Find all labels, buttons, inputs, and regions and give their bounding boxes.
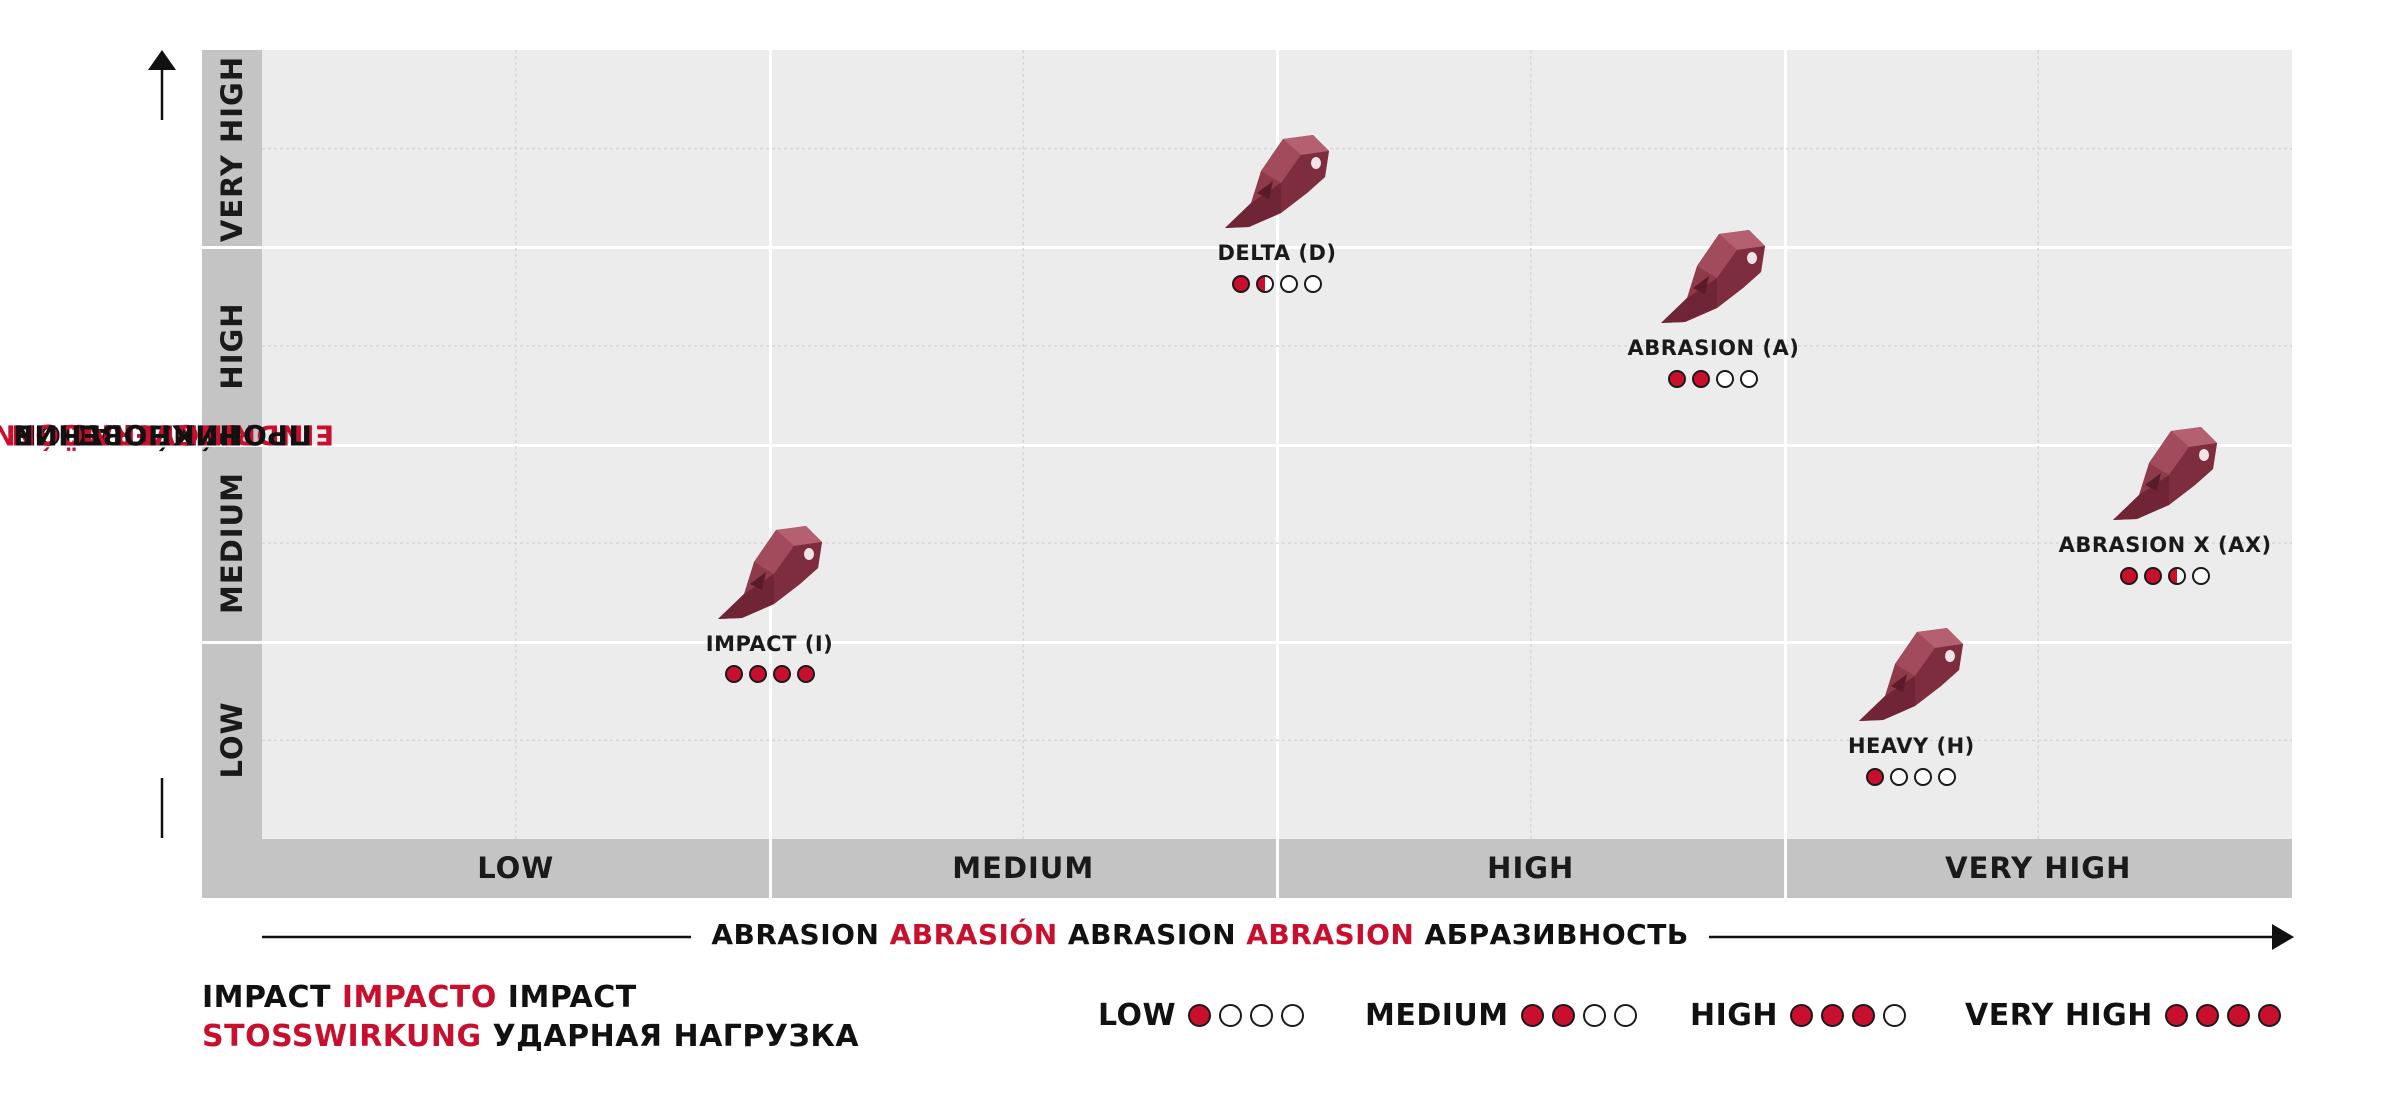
rating-dot-full <box>1520 1004 1544 1027</box>
gridline-horizontal <box>202 246 2292 250</box>
rating-dot-empty <box>1613 1004 1637 1027</box>
gridline-vertical <box>1276 50 1279 898</box>
rating-dot-empty <box>1890 767 1909 786</box>
data-point-label: DELTA (D) <box>1217 241 1337 266</box>
title-word: STOSSWIRKUNG <box>202 1019 482 1054</box>
rating-dot-full <box>2195 1004 2219 1027</box>
data-point-label: HEAVY (H) <box>1847 734 1975 759</box>
rating-dot-full <box>1188 1004 1212 1027</box>
rating-dot-full <box>724 665 743 684</box>
rating-dot-full <box>2257 1004 2281 1027</box>
impact-rating <box>722 664 818 684</box>
rating-dot-full <box>796 665 815 684</box>
data-point-label: IMPACT (I) <box>705 631 834 656</box>
title-word: IMPACTO <box>330 980 497 1015</box>
impact-rating <box>1863 766 1959 786</box>
legend-title-line: STOSSWIRKUNG УДАРНАЯ НАГРУЗКА <box>202 1017 859 1056</box>
gridline-vertical <box>1783 50 1787 898</box>
rating-dot-full <box>2164 1004 2188 1027</box>
rating-dot-empty <box>1938 767 1957 786</box>
title-word: ABRASION <box>711 918 880 951</box>
impact-rating <box>1665 368 1761 388</box>
data-point-label: ABRASION (A) <box>1627 336 1800 360</box>
rating-dot-empty <box>1914 767 1933 786</box>
legend-item-label: LOW <box>1098 998 1177 1033</box>
impact-rating <box>1229 273 1325 293</box>
legend-item: LOW <box>1098 998 1308 1033</box>
bucket-tooth-icon <box>1859 628 1964 722</box>
rating-dot-full <box>1668 369 1687 388</box>
rating-dot-empty <box>1883 1004 1907 1027</box>
title-word: ABRASION <box>1057 918 1236 951</box>
title-word: ABRASIÓN <box>879 918 1058 951</box>
title-word: ABRASION <box>1236 918 1415 951</box>
rating-dot-full <box>1821 1004 1845 1027</box>
legend-item-label: VERY HIGH <box>1965 998 2153 1033</box>
rating-dot-full <box>1692 369 1711 388</box>
rating-dot-empty <box>2192 566 2211 585</box>
title-word: АБРАЗИВНОСТЬ <box>1414 918 1689 951</box>
x-tick-label: HIGH <box>1487 851 1575 885</box>
rating-dot-half <box>2168 566 2187 585</box>
gridline-horizontal <box>202 443 2292 447</box>
gridline-vertical <box>768 50 772 898</box>
bucket-tooth-icon <box>1225 135 1329 229</box>
rating-dot-empty <box>1281 1004 1305 1027</box>
rating-dot-empty <box>1582 1004 1606 1027</box>
data-point-label: ABRASION X (AX) <box>2058 533 2272 558</box>
rating-dot-full <box>2144 566 2163 585</box>
legend-item: VERY HIGH <box>1965 998 2285 1033</box>
rating-dot-full <box>1852 1004 1876 1027</box>
rating-dot-empty <box>1304 274 1322 293</box>
rating-dot-empty <box>1219 1004 1243 1027</box>
legend-title-line: IMPACT IMPACTO IMPACT <box>202 978 859 1017</box>
impact-rating <box>2117 565 2213 585</box>
x-category-band <box>202 839 2292 898</box>
rating-dot-full <box>1790 1004 1814 1027</box>
x-tick-label: LOW <box>477 851 555 885</box>
rating-dot-full <box>2120 566 2139 585</box>
y-axis-arrow <box>148 50 176 838</box>
rating-dot-empty <box>1740 369 1759 388</box>
rating-dot-full <box>1551 1004 1575 1027</box>
legend-title: IMPACT IMPACTO IMPACT STOSSWIRKUNG УДАРНА… <box>202 978 859 1056</box>
rating-dot-full <box>1232 274 1250 293</box>
bucket-tooth-icon <box>2113 427 2218 521</box>
legend-item-label: MEDIUM <box>1365 998 1509 1033</box>
rating-dot-full <box>772 665 791 684</box>
legend-item-label: HIGH <box>1690 998 1779 1033</box>
gridline-horizontal <box>202 640 2292 644</box>
rating-dot-empty <box>1250 1004 1274 1027</box>
x-axis-title: ABRASION ABRASIÓN ABRASION ABRASION АБРА… <box>0 918 2400 951</box>
x-tick-label: MEDIUM <box>952 851 1095 885</box>
title-word: IMPACT <box>496 980 637 1015</box>
legend-item: MEDIUM <box>1365 998 1641 1033</box>
title-word: ПРОНИКНОВЕНИЕ <box>14 418 312 452</box>
title-word: УДАРНАЯ НАГРУЗКА <box>481 1019 860 1054</box>
rating-dot-full <box>748 665 767 684</box>
title-word: IMPACT <box>202 980 331 1015</box>
rating-dot-empty <box>1280 274 1298 293</box>
rating-dot-empty <box>1716 369 1735 388</box>
bucket-tooth-icon <box>1661 230 1766 323</box>
x-tick-label: VERY HIGH <box>1945 851 2132 885</box>
legend-item: HIGH <box>1690 998 1910 1033</box>
rating-dot-half <box>1256 274 1274 293</box>
rating-dot-full <box>1866 767 1885 786</box>
rating-dot-full <box>2226 1004 2250 1027</box>
bucket-tooth-icon <box>717 525 822 619</box>
